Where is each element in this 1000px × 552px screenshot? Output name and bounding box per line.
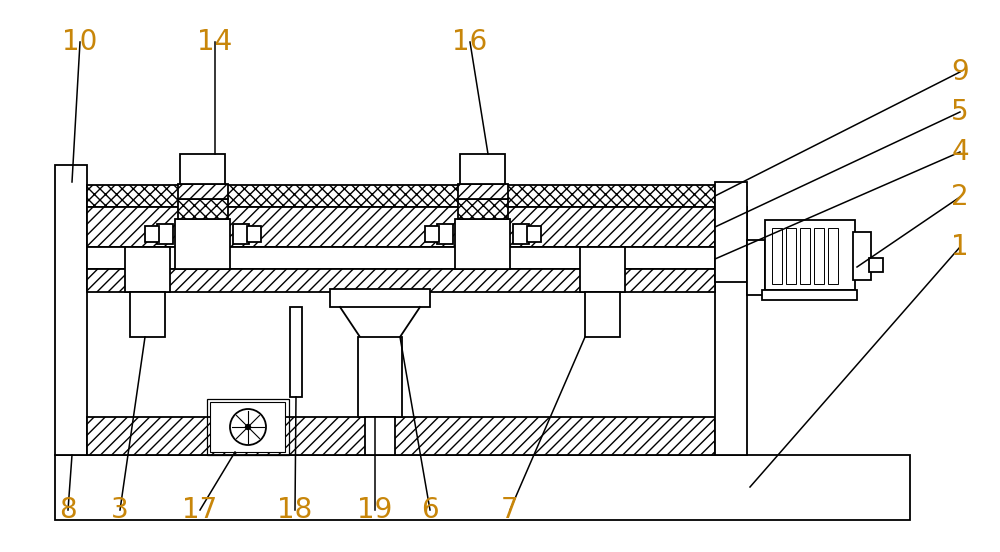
- Bar: [125, 247, 170, 292]
- Bar: [455, 219, 510, 269]
- Circle shape: [246, 424, 250, 429]
- Bar: [747, 240, 765, 295]
- Bar: [458, 199, 508, 219]
- Bar: [233, 224, 249, 244]
- Bar: [814, 228, 824, 284]
- Bar: [425, 226, 439, 242]
- Text: 10: 10: [62, 28, 98, 56]
- Text: 9: 9: [951, 58, 969, 86]
- Bar: [585, 292, 620, 337]
- Bar: [800, 228, 810, 284]
- Bar: [786, 228, 796, 284]
- Bar: [178, 184, 228, 199]
- Text: 1: 1: [951, 233, 969, 261]
- Bar: [715, 182, 747, 282]
- Bar: [330, 289, 430, 307]
- Bar: [853, 232, 871, 280]
- Bar: [365, 417, 395, 455]
- Text: 5: 5: [951, 98, 969, 126]
- Text: 14: 14: [197, 28, 233, 56]
- Text: 4: 4: [951, 138, 969, 166]
- Bar: [869, 258, 883, 272]
- Text: 17: 17: [182, 496, 218, 524]
- Text: 18: 18: [277, 496, 313, 524]
- Bar: [207, 399, 289, 455]
- Bar: [210, 402, 285, 452]
- Text: 16: 16: [452, 28, 488, 56]
- Bar: [290, 307, 302, 397]
- Text: 3: 3: [111, 496, 129, 524]
- Bar: [175, 219, 230, 269]
- Bar: [130, 292, 165, 337]
- Text: 19: 19: [357, 496, 393, 524]
- Bar: [527, 226, 541, 242]
- Bar: [87, 185, 715, 207]
- Bar: [55, 455, 910, 520]
- Bar: [828, 228, 838, 284]
- Bar: [437, 224, 453, 244]
- Bar: [458, 184, 508, 199]
- Bar: [772, 228, 782, 284]
- Bar: [765, 220, 855, 290]
- Bar: [247, 226, 261, 242]
- Bar: [460, 154, 505, 184]
- Bar: [145, 226, 159, 242]
- Bar: [87, 247, 715, 269]
- Bar: [178, 199, 228, 219]
- Bar: [157, 224, 173, 244]
- Bar: [358, 337, 402, 417]
- Bar: [180, 154, 225, 184]
- Text: 6: 6: [421, 496, 439, 524]
- Bar: [762, 290, 857, 300]
- Bar: [580, 247, 625, 292]
- Bar: [715, 207, 747, 455]
- Bar: [513, 224, 529, 244]
- Bar: [55, 165, 87, 455]
- Text: 7: 7: [501, 496, 519, 524]
- Text: 8: 8: [59, 496, 77, 524]
- Bar: [87, 417, 715, 455]
- Bar: [87, 269, 715, 292]
- Bar: [87, 207, 715, 247]
- Text: 2: 2: [951, 183, 969, 211]
